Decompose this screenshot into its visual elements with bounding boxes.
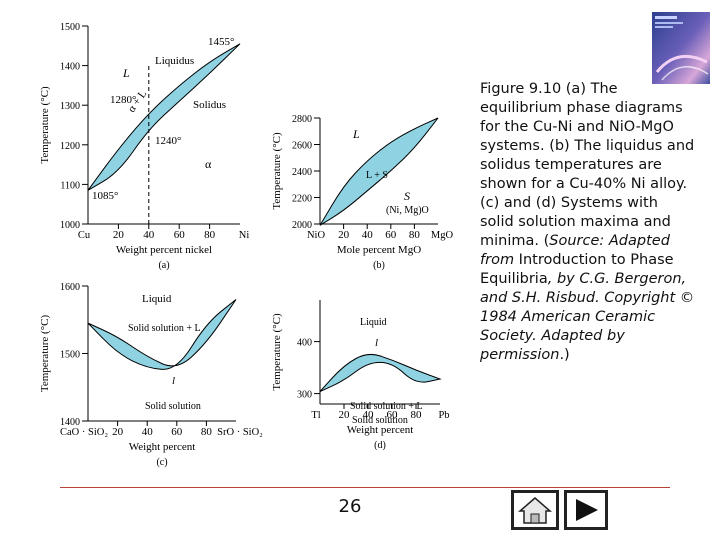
x-axis-title-b: Mole percent MgO: [337, 244, 421, 256]
panel-label-b: (b): [373, 260, 385, 271]
x-axis-title-d: Weight percent: [347, 424, 414, 436]
region-label-d: Liquid: [360, 317, 387, 328]
y-tick-label-d: 400: [297, 338, 312, 349]
book-cover-image: [652, 12, 710, 84]
x-tick-label-d: 60: [387, 409, 399, 421]
chart-panel-d: 300 400 20 40 60 80 Tl Pb Weight percent (d) Tempe…: [271, 300, 450, 451]
x-axis-title-a: Weight percent nickel: [116, 244, 212, 256]
region-label-a: L: [122, 66, 130, 80]
y-tick-label-c: 1400: [60, 417, 80, 428]
footer-rule: [60, 487, 670, 488]
phase-diagram-figure: 1000 1100 1200 1300 1400 1500 20 40 60 80 Cu Ni Weig…: [39, 22, 454, 468]
y-tick-label-b: 2200: [292, 194, 312, 205]
x-tick-label-c: 20: [112, 426, 124, 438]
region-label-c: Liquid: [142, 293, 172, 305]
x-axis-left-label-d: Tl: [311, 410, 320, 421]
x-tick-label-a: 60: [174, 229, 186, 241]
x-axis-title-c: Weight percent: [129, 441, 196, 453]
x-tick-label-b: 60: [385, 229, 397, 241]
x-axis-left-label-b: NiO: [307, 230, 326, 241]
home-icon: [517, 497, 553, 524]
region-label-a: 1280°: [110, 94, 136, 106]
region-label-b: L: [352, 127, 360, 141]
x-axis-left-label-c: CaO · SiO₂: [60, 427, 108, 438]
caption-source-text: Adapted from: [480, 233, 670, 268]
x-tick-label-d: 20: [339, 409, 351, 421]
y-tick-label-a: 1300: [60, 101, 80, 112]
caption-text: Figure 9.10 (a) The equilibrium phase di…: [480, 81, 695, 249]
region-label-a: 1240°: [155, 135, 181, 147]
region-label-a: Liquidus: [155, 55, 194, 67]
x-axis-right-label-b: MgO: [431, 230, 454, 241]
region-label-a: α: [205, 157, 212, 171]
x-tick-label-c: 60: [171, 426, 183, 438]
figure-caption: Figure 9.10 (a) The equilibrium phase di…: [480, 80, 695, 365]
x-tick-label-a: 80: [204, 229, 216, 241]
region-label-a: Solidus: [193, 99, 226, 111]
region-label-a: 1085°: [92, 190, 118, 202]
y-axis-title-d: Temperature (°C): [271, 313, 283, 391]
x-axis-right-label-a: Ni: [239, 230, 250, 241]
y-tick-label-a: 1500: [60, 22, 80, 33]
x-axis-right-label-c: SrO · SiO₂: [217, 427, 263, 438]
region-label-c: Solid solution + L: [128, 323, 201, 334]
y-tick-label-d: 300: [297, 390, 312, 401]
two-phase-region-b: [319, 117, 439, 226]
x-tick-label-c: 40: [142, 426, 154, 438]
panel-label-a: (a): [158, 260, 169, 271]
caption-source-label: Source:: [549, 233, 605, 249]
region-label-d: Solid solution: [352, 415, 408, 426]
region-label-b: L + S: [366, 170, 388, 181]
x-tick-label-d: 40: [363, 409, 375, 421]
x-tick-label-a: 20: [113, 229, 125, 241]
region-label-c: Solid solution: [145, 401, 201, 412]
region-label-d: l: [375, 337, 378, 349]
x-axis-left-label-a: Cu: [78, 230, 91, 241]
caption-authors: , by C.G. Bergeron, and S.H. Risbud. Cop…: [480, 271, 695, 363]
panel-label-d: (d): [374, 440, 386, 451]
two-phase-region-d: [319, 353, 442, 392]
caption-book-title: Introduction to Phase Equilibria: [480, 252, 674, 287]
x-tick-label-c: 80: [201, 426, 213, 438]
chart-panel-a: 1000 1100 1200 1300 1400 1500 20 40 60 80 Cu Ni Weig…: [39, 22, 249, 271]
y-tick-label-b: 2000: [292, 220, 312, 231]
y-tick-label-a: 1200: [60, 141, 80, 152]
home-button[interactable]: [511, 490, 559, 530]
panel-label-c: (c): [156, 457, 167, 468]
x-axis-right-label-d: Pb: [438, 410, 449, 421]
y-tick-label-b: 2800: [292, 114, 312, 125]
region-label-b: S: [404, 189, 410, 203]
next-slide-button[interactable]: [564, 490, 608, 530]
two-phase-region-c: [87, 299, 237, 370]
chart-panel-c: 1400 1500 1600 20 40 60 80 CaO · SiO₂ SrO · SiO₂…: [39, 282, 263, 468]
page-number: 26: [338, 496, 362, 517]
region-label-b: (Ni, Mg)O: [386, 205, 429, 216]
y-tick-label-b: 2600: [292, 141, 312, 152]
y-tick-label-a: 1400: [60, 62, 80, 73]
x-tick-label-d: 80: [411, 409, 423, 421]
y-tick-label-a: 1000: [60, 220, 80, 231]
y-tick-label-c: 1600: [60, 282, 80, 293]
two-phase-region-a: [87, 43, 241, 191]
region-label-d: Solid solution + L: [350, 401, 423, 412]
chart-panel-b: 2000 2200 2400 2600 2800 20 40 60 80 NiO MgO Mole p…: [271, 114, 454, 271]
x-tick-label-a: 40: [143, 229, 155, 241]
y-axis-title-a: Temperature (°C): [39, 86, 51, 164]
x-tick-label-b: 20: [338, 229, 350, 241]
x-tick-label-b: 80: [409, 229, 421, 241]
x-tick-label-b: 40: [362, 229, 374, 241]
y-tick-label-b: 2400: [292, 167, 312, 178]
region-label-c: l: [172, 375, 175, 387]
caption-end: .): [559, 347, 570, 363]
y-tick-label-c: 1500: [60, 350, 80, 361]
book-cover-thumbnail: [652, 12, 710, 84]
y-axis-title-b: Temperature (°C): [271, 132, 283, 210]
y-tick-label-a: 1100: [60, 180, 80, 191]
region-label-a: 1455°: [208, 36, 234, 48]
y-axis-title-c: Temperature (°C): [39, 315, 51, 393]
next-arrow-icon: [576, 499, 598, 521]
